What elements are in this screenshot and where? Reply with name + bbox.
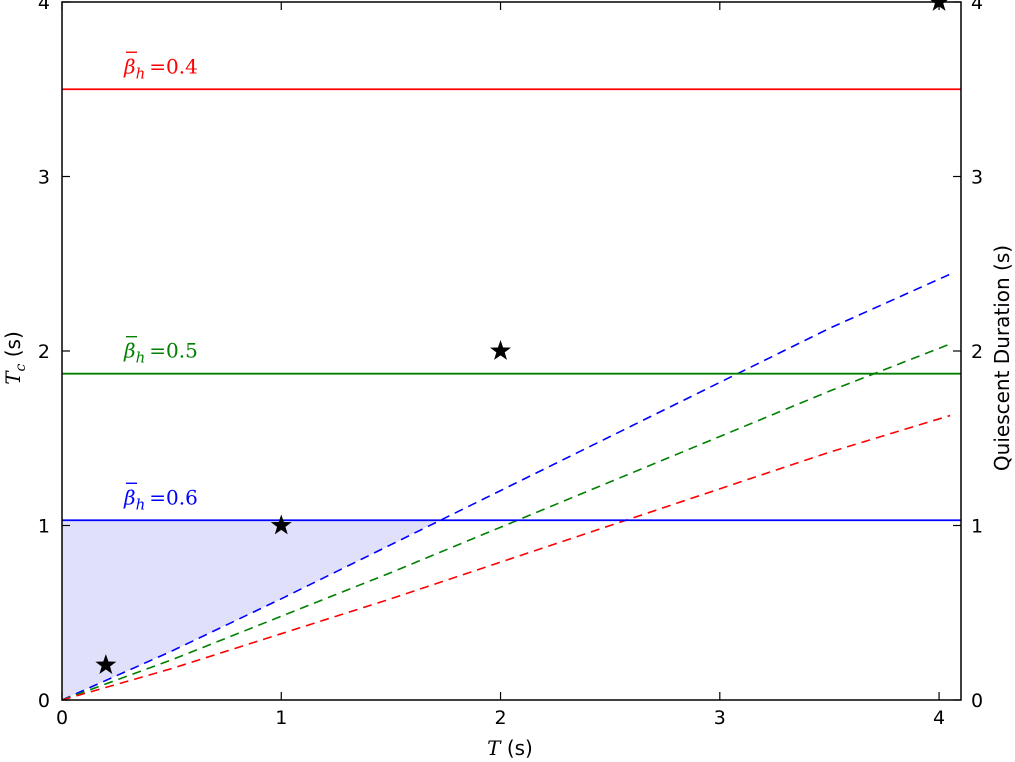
beta-equals: = [149,54,166,78]
beta-label-04: βh =0.4 [123,54,198,82]
x-tick-label: 2 [494,707,506,729]
beta-label-06: βh =0.6 [123,485,198,513]
y-axis-label-unit: (s) [1,331,25,357]
x-axis-label-var: T [487,736,502,760]
star-marker-0 [95,654,117,674]
plot-area: βh =0.4βh =0.5βh =0.6 [61,0,961,701]
y-tick-label: 3 [38,167,50,189]
beta-equals: = [149,485,166,509]
y-axis-label-var: T [1,370,25,385]
plot-frame [61,1,962,701]
beta-symbol: β [123,54,136,78]
beta-value: 0.4 [166,54,198,78]
dashed-curve-red [61,414,951,701]
beta-value: 0.6 [166,485,198,509]
y-tick-label: 4 [38,0,50,14]
star-marker-2 [490,340,511,360]
beta-subscript: h [136,495,146,513]
y2-tick-label: 1 [971,516,983,538]
beta-symbol: β [123,485,136,509]
y2-tick-label: 4 [971,0,983,14]
beta-label-05: βh =0.5 [123,339,198,367]
beta-symbol: β [123,339,136,363]
x-axis-label-unit: (s) [507,736,533,760]
dashed-curve-blue [61,273,951,701]
y2-tick-label: 3 [971,167,983,189]
axis-ticks: 0 1 2 3 4 0 1 2 3 4 0 1 2 3 4 [38,0,983,729]
y2-tick-label: 2 [971,341,983,363]
y-axis-label-sub: c [13,363,29,371]
star-marker-1 [270,514,292,535]
y-tick-label: 0 [38,690,50,712]
y-axis-label: Tc (s) [1,331,30,385]
y-tick-label: 1 [38,516,50,538]
y2-axis-label: Quiescent Duration (s) [990,245,1014,471]
x-axis-label: T (s) [487,736,533,760]
x-tick-label: 1 [275,707,287,729]
beta-subscript: h [136,349,146,367]
beta-value: 0.5 [166,339,198,363]
y2-tick-label: 0 [971,690,983,712]
beta-equals: = [149,339,166,363]
x-tick-label: 0 [56,707,68,729]
beta-subscript: h [136,64,146,82]
dashed-curve-green [61,343,951,701]
shaded-region [62,520,440,700]
x-tick-label: 3 [714,707,726,729]
y-tick-label: 2 [38,341,50,363]
x-tick-label: 4 [933,707,945,729]
